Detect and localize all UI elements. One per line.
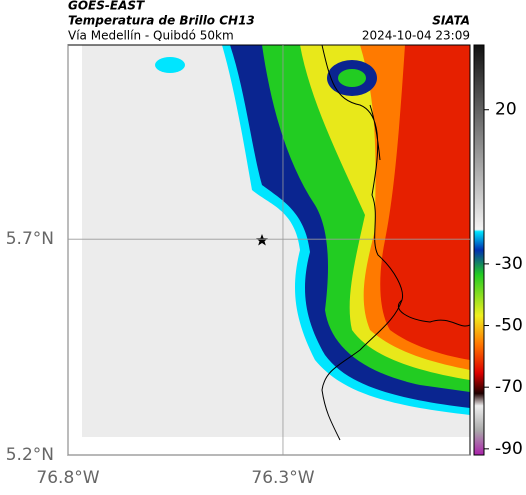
cloud-top	[338, 69, 366, 87]
y-tick-label: 5.7°N	[6, 229, 54, 249]
border-lines	[321, 45, 470, 441]
subtitle: Vía Medellín - Quibdó 50km	[68, 29, 234, 43]
colorbar-tick-label: -30	[495, 254, 523, 274]
datetime: 2024-10-04 23:09	[362, 29, 470, 43]
y-tick-label: 5.2°N	[6, 445, 54, 465]
x-tick-label: 76.8°W	[36, 468, 99, 488]
title: Temperatura de Brillo CH13	[68, 14, 255, 28]
cloud	[155, 57, 185, 73]
colorbar-tick-label: 20	[495, 100, 517, 120]
location-marker	[256, 234, 268, 246]
source: GOES-EAST	[68, 0, 145, 13]
colorbar-tick-label: -50	[495, 316, 523, 336]
x-tick-label: 76.3°W	[251, 468, 314, 488]
org: SIATA	[432, 14, 470, 28]
colorbar-tick-label: -90	[495, 439, 523, 459]
colorbar	[473, 44, 485, 456]
imagery	[68, 45, 470, 455]
colorbar-tick-label: -70	[495, 377, 523, 397]
cloud-red	[380, 45, 470, 360]
